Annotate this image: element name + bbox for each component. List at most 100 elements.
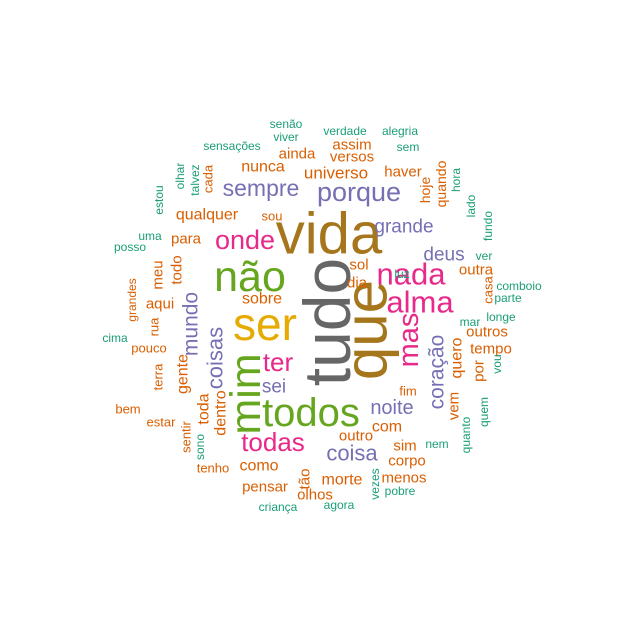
word-24: qualquer: [176, 207, 239, 224]
word-17: coração: [426, 335, 449, 410]
word-14: sempre: [223, 175, 300, 201]
word-47: por: [471, 360, 488, 382]
word-33: toda: [196, 393, 213, 424]
word-99: cima: [102, 331, 128, 345]
word-98: sono: [193, 434, 207, 460]
word-72: estou: [152, 185, 166, 214]
word-8: alma: [386, 285, 454, 320]
word-13: ter: [263, 347, 294, 377]
word-12: todas: [241, 427, 305, 457]
word-54: olhos: [297, 487, 333, 504]
word-15: coisas: [203, 327, 228, 389]
word-5: mim: [222, 353, 270, 434]
word-59: pouco: [131, 341, 166, 356]
word-74: talvez: [188, 164, 202, 195]
word-96: agora: [324, 498, 355, 512]
word-10: onde: [215, 225, 275, 255]
word-97: criança: [259, 500, 298, 514]
word-94: pobre: [385, 484, 416, 498]
word-75: sensações: [203, 139, 260, 153]
word-58: casa: [481, 276, 496, 304]
word-56: hoje: [417, 177, 433, 204]
word-84: luz: [394, 267, 409, 281]
word-31: com: [372, 419, 402, 436]
word-2: vida: [276, 202, 383, 267]
word-91: quem: [477, 397, 491, 427]
word-88: mar: [460, 315, 481, 329]
word-18: mundo: [180, 292, 203, 356]
word-65: sentir: [179, 420, 194, 452]
word-43: outra: [459, 262, 494, 279]
word-89: longe: [486, 310, 516, 324]
word-27: gente: [175, 354, 192, 394]
word-69: grandes: [125, 278, 139, 321]
word-25: nunca: [241, 159, 285, 176]
word-49: outro: [339, 428, 373, 445]
word-52: menos: [381, 470, 426, 487]
word-67: cada: [201, 164, 216, 193]
word-19: noite: [370, 397, 413, 419]
word-62: bem: [115, 402, 140, 417]
word-44: dia: [347, 275, 368, 292]
word-36: para: [171, 231, 202, 248]
word-41: meu: [150, 260, 167, 289]
word-30: como: [239, 458, 278, 475]
word-39: assim: [332, 137, 371, 154]
word-29: sobre: [242, 291, 282, 308]
word-85: ver: [476, 249, 493, 263]
word-77: viver: [273, 130, 298, 144]
word-78: verdade: [323, 124, 367, 138]
word-9: mas: [393, 313, 425, 368]
word-37: haver: [384, 164, 422, 181]
word-4: não: [214, 253, 286, 301]
word-42: todo: [169, 255, 186, 284]
word-55: ainda: [279, 146, 316, 163]
word-66: fim: [399, 384, 416, 399]
word-11: porque: [317, 177, 401, 207]
word-7: nada: [377, 257, 447, 292]
word-83: fundo: [481, 211, 495, 241]
word-71: posso: [114, 240, 146, 254]
word-95: vezes: [368, 468, 382, 499]
word-87: parte: [494, 291, 522, 305]
word-63: estar: [147, 415, 177, 430]
word-1: que: [333, 280, 400, 380]
word-23: universo: [304, 164, 368, 183]
word-80: sem: [397, 140, 420, 154]
word-28: dentro: [213, 390, 230, 435]
word-6: todos: [262, 391, 360, 435]
word-61: terra: [151, 363, 166, 391]
word-86: comboio: [496, 279, 542, 293]
word-73: olhar: [173, 163, 187, 190]
word-82: lado: [464, 194, 478, 217]
word-40: aqui: [146, 296, 174, 313]
word-68: sou: [262, 209, 283, 224]
word-35: sim: [393, 438, 416, 455]
word-22: sei: [262, 377, 286, 398]
word-50: pensar: [242, 479, 288, 496]
word-53: corpo: [388, 453, 426, 470]
word-76: senão: [270, 117, 303, 131]
word-3: ser: [233, 298, 297, 350]
word-45: sol: [349, 257, 368, 274]
word-32: morte: [322, 472, 363, 489]
word-79: alegria: [382, 124, 418, 138]
word-16: coisa: [326, 441, 378, 466]
word-34: outros: [466, 324, 508, 341]
word-90: vou: [490, 354, 504, 373]
word-81: hora: [449, 168, 463, 192]
word-21: grande: [374, 217, 433, 238]
word-93: nem: [425, 437, 448, 451]
word-38: versos: [330, 149, 374, 166]
word-64: tenho: [197, 461, 230, 476]
word-70: uma: [138, 229, 162, 243]
word-51: tão: [297, 469, 314, 490]
word-0: tudo: [290, 258, 364, 386]
word-60: rua: [147, 317, 162, 337]
word-26: quero: [449, 337, 466, 378]
word-92: quanto: [459, 416, 473, 453]
word-20: deus: [423, 245, 464, 266]
word-57: quando: [433, 160, 449, 207]
